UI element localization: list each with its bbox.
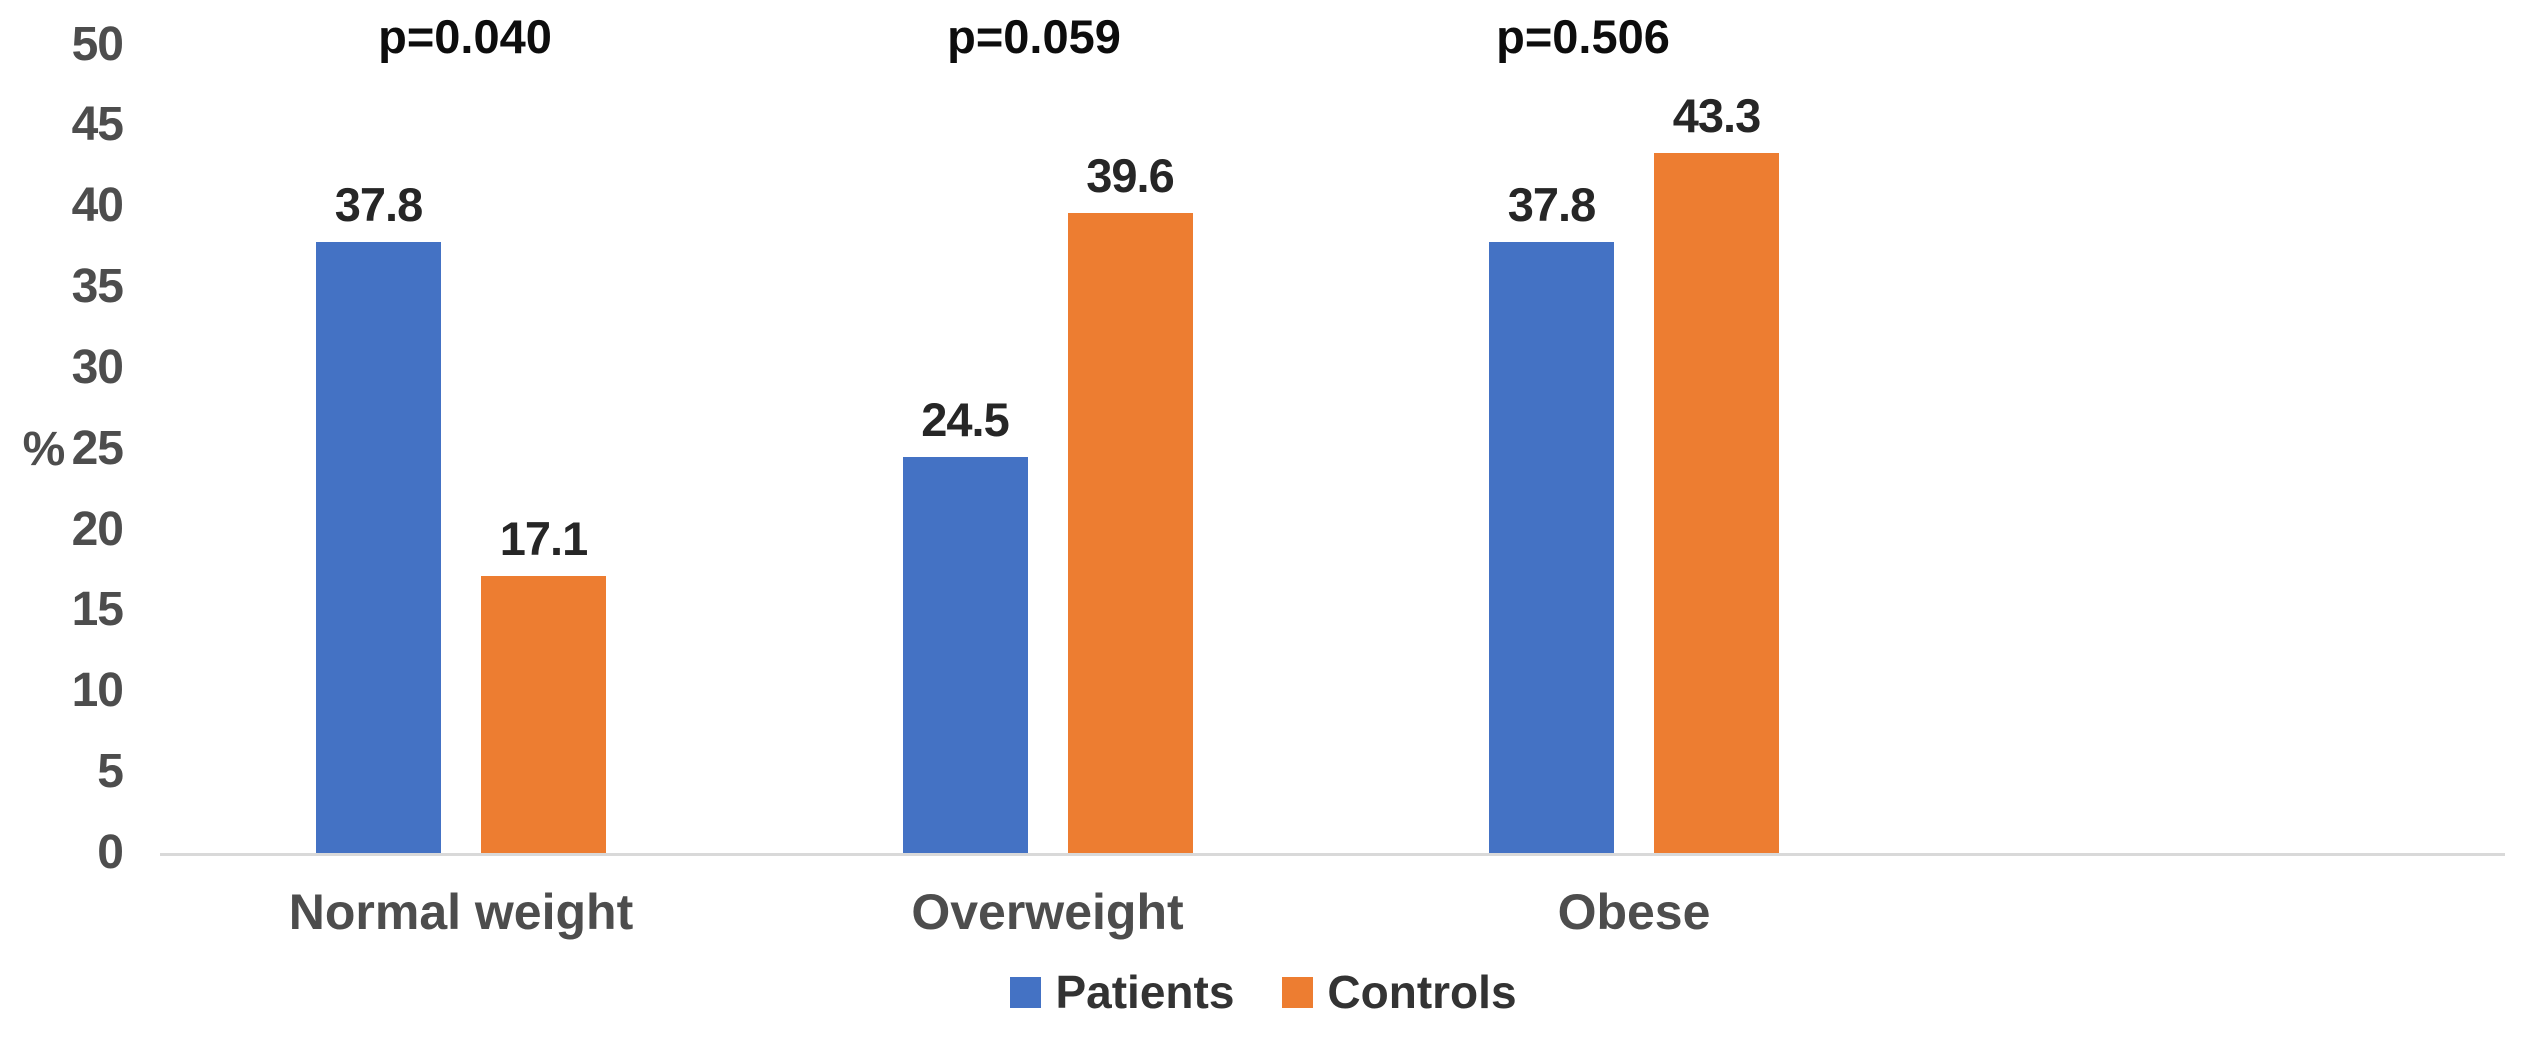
y-tick-label: 20 [71, 502, 124, 556]
controls-swatch-icon [1282, 976, 1314, 1008]
value-label: 37.8 [1507, 178, 1596, 231]
x-axis-line [160, 853, 2505, 856]
value-label: 43.3 [1672, 89, 1761, 142]
bar-patients-overweight [902, 457, 1028, 853]
bar-controls-normal-weight [481, 576, 606, 853]
legend-label-controls: Controls [1327, 966, 1517, 1018]
y-tick-label: 45 [71, 98, 124, 152]
bar-controls-overweight [1067, 213, 1193, 853]
y-tick-label: 35 [71, 260, 124, 314]
y-tick-label: 25 [71, 421, 124, 475]
legend-label-patients: Patients [1055, 966, 1235, 1018]
category-label-normal-weight: Normal weight [288, 884, 634, 940]
y-axis-title: % [22, 423, 66, 476]
patients-swatch-icon [1010, 976, 1042, 1008]
value-label: 39.6 [1086, 149, 1174, 202]
legend: Patients Controls [0, 968, 2527, 1016]
y-tick-label: 10 [71, 664, 124, 718]
bar-patients-obese [1489, 242, 1614, 853]
category-label-overweight: Overweight [911, 884, 1184, 940]
value-label: 24.5 [921, 393, 1009, 446]
bar-controls-obese [1654, 153, 1779, 853]
y-tick-label: 5 [97, 745, 124, 799]
y-tick-label: 40 [71, 179, 124, 233]
y-tick-label: 50 [71, 17, 124, 71]
legend-item-patients: Patients [1010, 968, 1234, 1016]
value-label: 37.8 [334, 178, 423, 231]
category-label-obese: Obese [1557, 884, 1711, 940]
p-value-label: p=0.059 [947, 10, 1121, 63]
value-label: 17.1 [499, 512, 588, 565]
p-value-label: p=0.040 [378, 10, 552, 63]
legend-item-controls: Controls [1282, 966, 1517, 1018]
y-tick-label: 15 [71, 583, 124, 637]
y-tick-label: 0 [97, 826, 124, 879]
bar-patients-normal-weight [316, 242, 441, 853]
y-tick-label: 30 [71, 340, 124, 394]
p-value-label: p=0.506 [1496, 10, 1670, 63]
